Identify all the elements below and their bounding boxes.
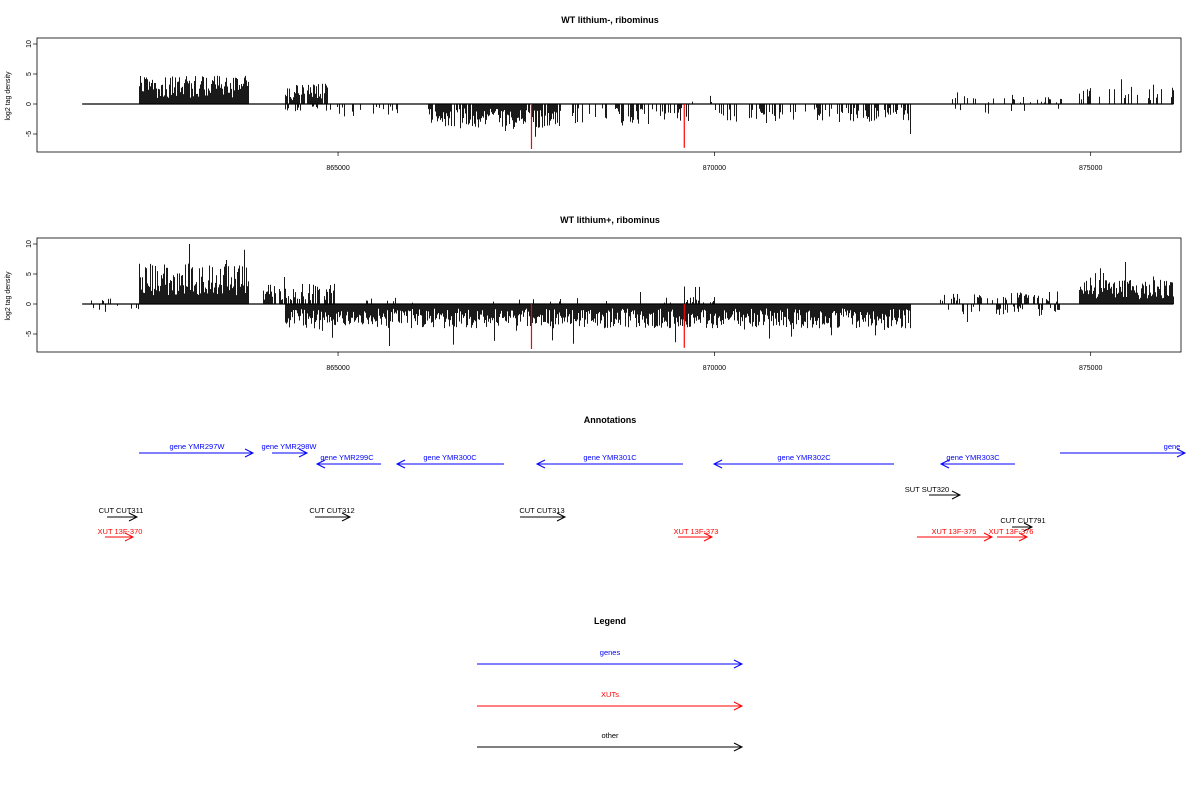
annotations-panel: Annotations gene YMR297W gene YMR298Wgene… xyxy=(98,415,1187,542)
signal-bars xyxy=(82,75,1174,149)
gene-annotation: gene xyxy=(1060,442,1187,458)
other-annotation-label: CUT CUT312 xyxy=(309,506,354,515)
other-annotation: CUT CUT311 xyxy=(99,506,144,522)
xut-annotation: XUT 13F-376 xyxy=(989,527,1034,542)
legend: Legend genes XUTs other xyxy=(477,616,744,752)
x-tick-label: 875000 xyxy=(1079,365,1102,372)
gene-annotation-label: gene YMR303C xyxy=(946,453,1000,462)
other-annotation: SUT SUT320 xyxy=(905,485,962,500)
gene-annotation-label: gene YMR297W xyxy=(170,442,226,451)
x-tick-label: 870000 xyxy=(703,165,726,172)
gene-annotation-label: gene YMR298W xyxy=(262,442,318,451)
arrow-head-icon xyxy=(733,701,744,711)
arrow-head-icon xyxy=(244,448,255,458)
arrow-head-icon xyxy=(939,459,950,469)
other-annotation: CUT CUT312 xyxy=(309,506,355,522)
y-tick-label: 0 xyxy=(26,102,33,106)
arrow-head-icon xyxy=(703,532,714,542)
y-tick-label: 0 xyxy=(26,302,33,306)
legend-item-xuts: XUTs xyxy=(477,690,744,711)
track-panel-lithium-minus: WT lithium-, ribominus log2 tag density … xyxy=(5,15,1182,172)
gene-annotation-label: gene xyxy=(1164,442,1181,451)
y-axis-label: log2 tag density xyxy=(5,271,12,321)
gene-annotation: gene YMR299C xyxy=(315,453,381,469)
gene-annotation-label: gene YMR300C xyxy=(423,453,477,462)
legend-item-genes: genes xyxy=(477,648,744,669)
x-tick-label: 865000 xyxy=(326,165,349,172)
xut-annotation: XUT 13F-370 xyxy=(98,527,143,542)
arrow-head-icon xyxy=(128,512,139,522)
annotations-title: Annotations xyxy=(584,415,637,425)
y-tick-label: 5 xyxy=(26,272,33,276)
y-tick-label: 10 xyxy=(26,240,33,248)
xut-annotation-label: XUT 13F-375 xyxy=(932,527,977,536)
y-axis-label: log2 tag density xyxy=(5,71,12,121)
arrow-head-icon xyxy=(556,512,567,522)
xut-annotation-label: XUT 13F-370 xyxy=(98,527,143,536)
gene-annotation-label: gene YMR299C xyxy=(320,453,374,462)
gene-annotation: gene YMR298W xyxy=(262,442,318,458)
xut-annotation: XUT 13F-375 xyxy=(917,527,994,542)
arrow-head-icon xyxy=(1023,522,1034,532)
arrow-head-icon xyxy=(733,659,744,669)
arrow-head-icon xyxy=(124,532,135,542)
arrow-head-icon xyxy=(712,459,723,469)
arrow-head-icon xyxy=(395,459,406,469)
y-tick-label: 5 xyxy=(26,72,33,76)
gene-annotation-label: gene YMR301C xyxy=(583,453,637,462)
y-tick-label: -5 xyxy=(26,131,33,137)
other-annotation-label: CUT CUT791 xyxy=(1000,516,1045,525)
panel-title: WT lithium-, ribominus xyxy=(561,15,659,25)
plot-frame xyxy=(36,37,1182,153)
legend-label: genes xyxy=(600,648,621,657)
other-annotation: CUT CUT791 xyxy=(1000,516,1046,532)
arrow-head-icon xyxy=(341,512,352,522)
gene-annotation: gene YMR303C xyxy=(939,453,1015,469)
arrow-head-icon xyxy=(733,742,744,752)
other-annotation-label: CUT CUT311 xyxy=(99,506,144,515)
arrow-head-icon xyxy=(1018,532,1029,542)
arrow-head-icon xyxy=(535,459,546,469)
y-tick-label: -5 xyxy=(26,331,33,337)
other-annotation-label: CUT CUT313 xyxy=(519,506,564,515)
legend-label: XUTs xyxy=(601,690,619,699)
legend-item-other: other xyxy=(477,731,744,752)
arrow-head-icon xyxy=(983,532,994,542)
other-annotation: CUT CUT313 xyxy=(519,506,567,522)
legend-title: Legend xyxy=(594,616,626,626)
arrow-head-icon xyxy=(298,448,309,458)
legend-label: other xyxy=(601,731,619,740)
signal-bars xyxy=(82,244,1174,349)
other-annotation-label: SUT SUT320 xyxy=(905,485,949,494)
gene-annotation: gene YMR301C xyxy=(535,453,683,469)
plot-frame xyxy=(36,237,1182,353)
xut-annotation-label: XUT 13F-376 xyxy=(989,527,1034,536)
x-tick-label: 865000 xyxy=(326,365,349,372)
gene-annotation: gene YMR297W xyxy=(139,442,255,458)
xut-annotation: XUT 13F-373 xyxy=(674,527,719,542)
xut-annotation-label: XUT 13F-373 xyxy=(674,527,719,536)
y-tick-label: 10 xyxy=(26,40,33,48)
arrow-head-icon xyxy=(951,490,962,500)
panel-title: WT lithium+, ribominus xyxy=(560,215,660,225)
arrow-head-icon xyxy=(1176,448,1187,458)
x-tick-label: 870000 xyxy=(703,365,726,372)
x-tick-label: 875000 xyxy=(1079,165,1102,172)
arrow-head-icon xyxy=(315,459,326,469)
track-panel-lithium-plus: WT lithium+, ribominus log2 tag density … xyxy=(5,215,1182,372)
gene-annotation: gene YMR300C xyxy=(395,453,504,469)
gene-annotation: gene YMR302C xyxy=(712,453,894,469)
gene-annotation-label: gene YMR302C xyxy=(777,453,831,462)
